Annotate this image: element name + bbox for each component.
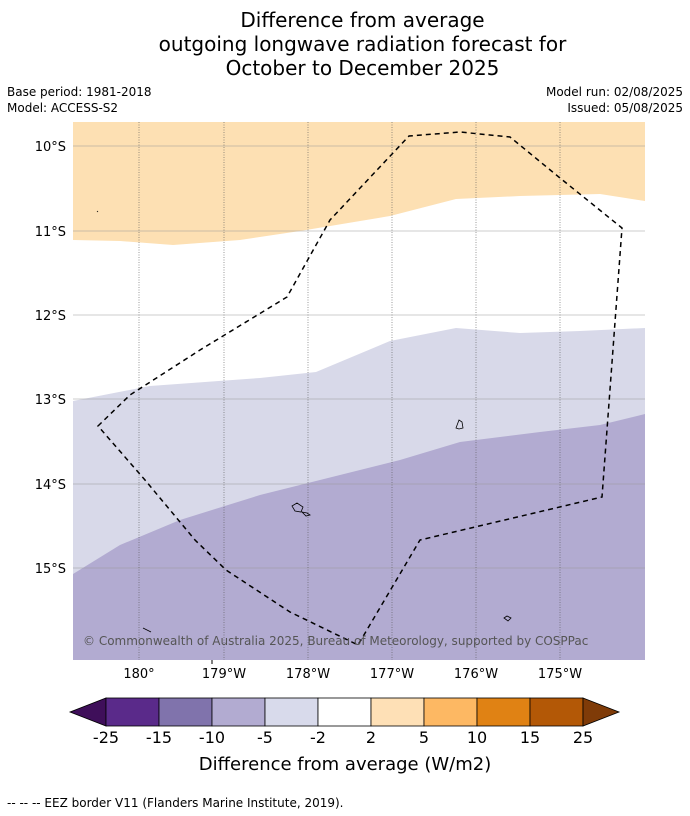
lon-label-176w: 176°W — [454, 667, 498, 682]
lat-label-13s: 13°S — [35, 393, 66, 408]
colorbar-labels: -25 -15 -10 -5 -2 2 5 10 15 25 — [93, 728, 593, 747]
base-period-text: Base period: 1981-2018 — [7, 85, 152, 99]
lat-label-10s: 10°S — [35, 140, 66, 155]
island-south-east — [503, 615, 512, 622]
lon-label-180: 180° — [123, 667, 154, 682]
eez-footnote: -- -- -- EEZ border V11 (Flanders Marine… — [7, 796, 344, 810]
cb-label-6: 5 — [419, 728, 429, 747]
islands — [96, 210, 512, 633]
map-container: © Commonwealth of Australia 2025, Bureau… — [0, 118, 690, 692]
island-south-west — [142, 627, 152, 633]
colorbar-segment-6 — [370, 697, 425, 727]
colorbar: -25 -15 -10 -5 -2 2 5 10 15 25 Differenc… — [68, 697, 621, 775]
island-central-east — [455, 419, 464, 430]
colorbar-title: Difference from average (W/m2) — [199, 754, 491, 775]
cb-label-8: 15 — [520, 728, 540, 747]
region-medium-below — [73, 414, 645, 660]
colorbar-segment-2 — [158, 697, 213, 727]
lat-label-15s: 15°S — [35, 562, 66, 577]
colorbar-segment-4 — [264, 697, 319, 727]
cb-label-0: -25 — [93, 728, 119, 747]
colorbar-segment-9 — [529, 697, 584, 727]
title-line-2: outgoing longwave radiation forecast for — [158, 32, 567, 56]
cb-label-7: 10 — [467, 728, 487, 747]
cb-label-4: -2 — [310, 728, 326, 747]
lon-label-178w: 178°W — [286, 667, 330, 682]
model-run-text: Model run: 02/08/2025 — [545, 85, 683, 99]
cb-label-9: 25 — [573, 728, 593, 747]
cb-label-5: 2 — [366, 728, 376, 747]
title-line-3: October to December 2025 — [225, 56, 500, 80]
lat-labels: 10°S 11°S 12°S 13°S 14°S 15°S — [35, 140, 66, 577]
eez-border — [96, 131, 623, 646]
cb-label-2: -10 — [199, 728, 225, 747]
lat-label-12s: 12°S — [35, 309, 66, 324]
lat-label-11s: 11°S — [35, 225, 66, 240]
colorbar-segment-7 — [423, 697, 478, 727]
lon-gridlines — [138, 122, 561, 660]
colorbar-segment-1 — [105, 697, 160, 727]
colorbar-segment-8 — [476, 697, 531, 727]
meta-left: Base period: 1981-2018 Model: ACCESS-S2 — [7, 84, 152, 116]
colorbar-extend-high — [582, 697, 621, 727]
cb-label-1: -15 — [146, 728, 172, 747]
colorbar-segment-3 — [211, 697, 266, 727]
region-above-average — [73, 122, 645, 245]
title-line-1: Difference from average — [240, 8, 485, 32]
lon-label-175w: 175°W — [538, 667, 582, 682]
copyright-text: © Commonwealth of Australia 2025, Bureau… — [83, 634, 588, 648]
cb-label-3: -5 — [257, 728, 273, 747]
lon-label-179w: 179°W — [202, 667, 246, 682]
lon-label-177w: 177°W — [370, 667, 414, 682]
island-northwest — [96, 210, 99, 213]
colorbar-segments — [68, 697, 621, 727]
meta-right: Model run: 02/08/2025 Issued: 05/08/2025 — [546, 84, 683, 116]
map-svg: © Commonwealth of Australia 2025, Bureau… — [35, 122, 645, 682]
colorbar-segment-5 — [317, 697, 372, 727]
colorbar-extend-low — [68, 697, 107, 727]
chart-title: Difference from average outgoing longwav… — [0, 8, 690, 80]
lat-label-14s: 14°S — [35, 478, 66, 493]
issued-text: Issued: 05/08/2025 — [567, 101, 683, 115]
lon-labels: 180° 179°W 178°W 177°W 176°W 175°W — [123, 667, 582, 682]
model-text: Model: ACCESS-S2 — [7, 101, 119, 115]
lat-gridlines — [73, 145, 645, 569]
island-central-west — [291, 502, 311, 517]
